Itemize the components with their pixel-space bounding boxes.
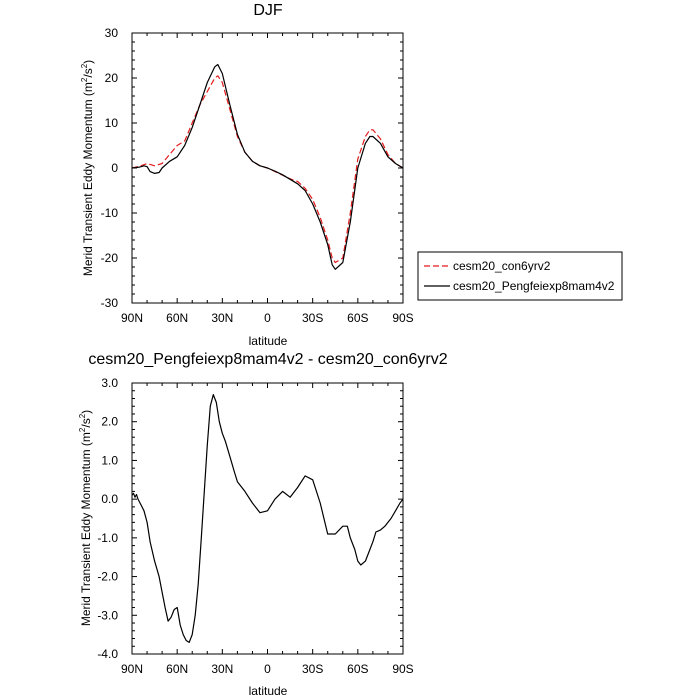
legend: cesm20_con6yrv2 cesm20_Pengfeiexp8mam4v2	[417, 251, 623, 301]
x-tick-label: 30S	[302, 311, 323, 325]
y-ticks: 3.0 2.0 1.0 0.0 -1.0 -2.0 -3.0 -4.0	[97, 376, 403, 661]
legend-entry-pengfei: cesm20_Pengfeiexp8mam4v2	[453, 279, 615, 293]
y-tick-label: -1.0	[97, 531, 118, 545]
y-tick-label: 0.0	[101, 492, 118, 506]
series-line-1	[131, 63, 404, 270]
x-tick-label: 0	[264, 311, 271, 325]
y-tick-label: 0	[111, 161, 118, 175]
x-tick-label: 90N	[121, 662, 143, 676]
x-axis-label: latitude	[249, 684, 288, 698]
y-axis-label: Merid Transient Eddy Momentum (m2/s2)	[78, 410, 93, 626]
x-tick-label: 60S	[347, 311, 368, 325]
x-tick-label: 90N	[121, 311, 143, 325]
legend-entry-con6yrv2: cesm20_con6yrv2	[453, 259, 551, 273]
y-tick-label: -20	[101, 251, 119, 265]
plot-lines	[131, 394, 404, 643]
x-axis-label: latitude	[249, 334, 288, 348]
series-line-0	[131, 75, 404, 264]
chart-title: DJF	[253, 2, 283, 19]
chart-title: cesm20_Pengfeiexp8mam4v2 - cesm20_con6yr…	[88, 351, 447, 368]
x-tick-label: 30N	[211, 662, 233, 676]
panel-climatology: DJF 90N 60N 30N 0 30S 60S 90S 30 20 10 0 -10 -20 -30…	[80, 2, 623, 348]
panel-difference: cesm20_Pengfeiexp8mam4v2 - cesm20_con6yr…	[78, 351, 448, 698]
y-tick-label: 20	[105, 71, 119, 85]
x-tick-label: 60N	[166, 662, 188, 676]
x-ticks: 90N 60N 30N 0 30S 60S 90S	[121, 383, 414, 676]
y-tick-label: 30	[105, 26, 119, 40]
plot-lines	[131, 63, 404, 270]
x-tick-label: 90S	[392, 662, 413, 676]
y-tick-label: 3.0	[101, 376, 118, 390]
x-tick-label: 60N	[166, 311, 188, 325]
legend-box	[417, 251, 623, 301]
x-tick-label: 30N	[211, 311, 233, 325]
y-tick-label: -30	[101, 296, 119, 310]
y-tick-label: -3.0	[97, 608, 118, 622]
y-tick-label: 10	[105, 116, 119, 130]
x-ticks: 90N 60N 30N 0 30S 60S 90S	[121, 33, 414, 325]
y-tick-label: -10	[101, 206, 119, 220]
y-tick-label: 2.0	[101, 415, 118, 429]
x-tick-label: 60S	[347, 662, 368, 676]
y-tick-label: 1.0	[101, 453, 118, 467]
y-axis-label: Merid Transient Eddy Momentum (m2/s2)	[80, 60, 95, 276]
y-ticks: 30 20 10 0 -10 -20 -30	[101, 26, 403, 310]
x-tick-label: 90S	[392, 311, 413, 325]
y-tick-label: -4.0	[97, 647, 118, 661]
y-tick-label: -2.0	[97, 570, 118, 584]
series-line-0	[131, 394, 404, 643]
x-tick-label: 30S	[302, 662, 323, 676]
x-tick-label: 0	[264, 662, 271, 676]
